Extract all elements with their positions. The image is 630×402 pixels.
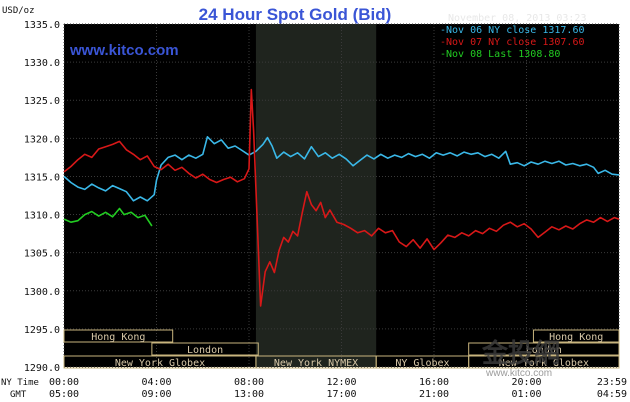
x-tick-label-gmt: 05:00	[49, 389, 79, 400]
y-tick-label: 1325.0	[24, 96, 60, 107]
x-tick-label-ny: 00:00	[49, 377, 79, 388]
watermark-site: www.kitco.com	[485, 368, 552, 379]
watermark: 金投網 www.kitco.com	[481, 338, 560, 379]
site-url: www.kitco.com	[69, 42, 179, 59]
grid-lines	[63, 23, 620, 368]
legend-entry-0: -Nov 06 NY close 1317.60	[440, 25, 585, 36]
legend-entry-1: -Nov 07 NY close 1307.60	[440, 37, 585, 48]
y-tick-label: 1330.0	[24, 58, 60, 69]
session-label: NY Globex	[395, 358, 449, 369]
session-bar	[532, 329, 620, 343]
y-tick-label: 1335.0	[24, 20, 60, 31]
y-unit-label: USD/oz	[2, 6, 35, 16]
x-tick-label-gmt: 01:00	[511, 389, 541, 400]
x-tick-label-gmt: 21:00	[419, 389, 449, 400]
series-line-1	[63, 88, 620, 307]
session-label: Hong Kong	[91, 332, 145, 343]
series-line-2	[63, 207, 153, 227]
series-line-0	[63, 136, 620, 202]
legend: -Nov 06 NY close 1317.60-Nov 07 NY close…	[440, 25, 585, 60]
session-bar	[468, 342, 620, 356]
y-tick-label: 1290.0	[24, 363, 60, 374]
session-label: New York Globex	[115, 358, 205, 369]
tz-label-ny: NY Time	[1, 378, 39, 388]
x-tick-label-ny: 20:00	[511, 377, 541, 388]
x-tick-label-gmt: 17:00	[326, 389, 356, 400]
highlight-band	[255, 24, 377, 367]
session-bar	[151, 342, 259, 356]
tz-label-gmt: GMT	[10, 390, 27, 400]
x-tick-label-ny: 16:00	[419, 377, 449, 388]
session-label: London	[526, 345, 562, 356]
x-tick-label-ny: 04:00	[141, 377, 171, 388]
session-bar	[468, 355, 620, 369]
y-tick-label: 1295.0	[24, 325, 60, 336]
series-lines	[63, 88, 620, 307]
y-tick-label: 1300.0	[24, 287, 60, 298]
x-tick-label-ny: 23:59	[597, 377, 627, 388]
watermark-brand: 金投網	[481, 338, 560, 369]
x-tick-label-gmt: 13:00	[234, 389, 264, 400]
y-tick-label: 1320.0	[24, 134, 60, 145]
y-tick-labels: 1335.0 1330.0 1325.0 1320.0 1315.0 1310.0 1305…	[24, 20, 60, 374]
session-bars: Hong Kong London New York Globex New York N…	[63, 329, 620, 369]
x-tick-label-gmt: 09:00	[141, 389, 171, 400]
x-tick-label-ny: 08:00	[234, 377, 264, 388]
x-tick-label-ny: 12:00	[326, 377, 356, 388]
y-tick-label: 1305.0	[24, 249, 60, 260]
y-tick-label: 1315.0	[24, 172, 60, 183]
chart-datetime: November 08, 2013 03:23	[448, 13, 586, 24]
session-bar	[63, 329, 174, 343]
chart-title: 24 Hour Spot Gold (Bid)	[199, 5, 392, 24]
session-label: New York Globex	[499, 358, 589, 369]
legend-entry-2: -Nov 08 Last 1308.80	[440, 49, 560, 60]
session-label: Hong Kong	[549, 332, 603, 343]
y-tick-label: 1310.0	[24, 211, 60, 222]
session-label: New York NYMEX	[274, 358, 358, 369]
x-tick-label-gmt: 04:59	[597, 389, 627, 400]
session-label: London	[187, 345, 223, 356]
